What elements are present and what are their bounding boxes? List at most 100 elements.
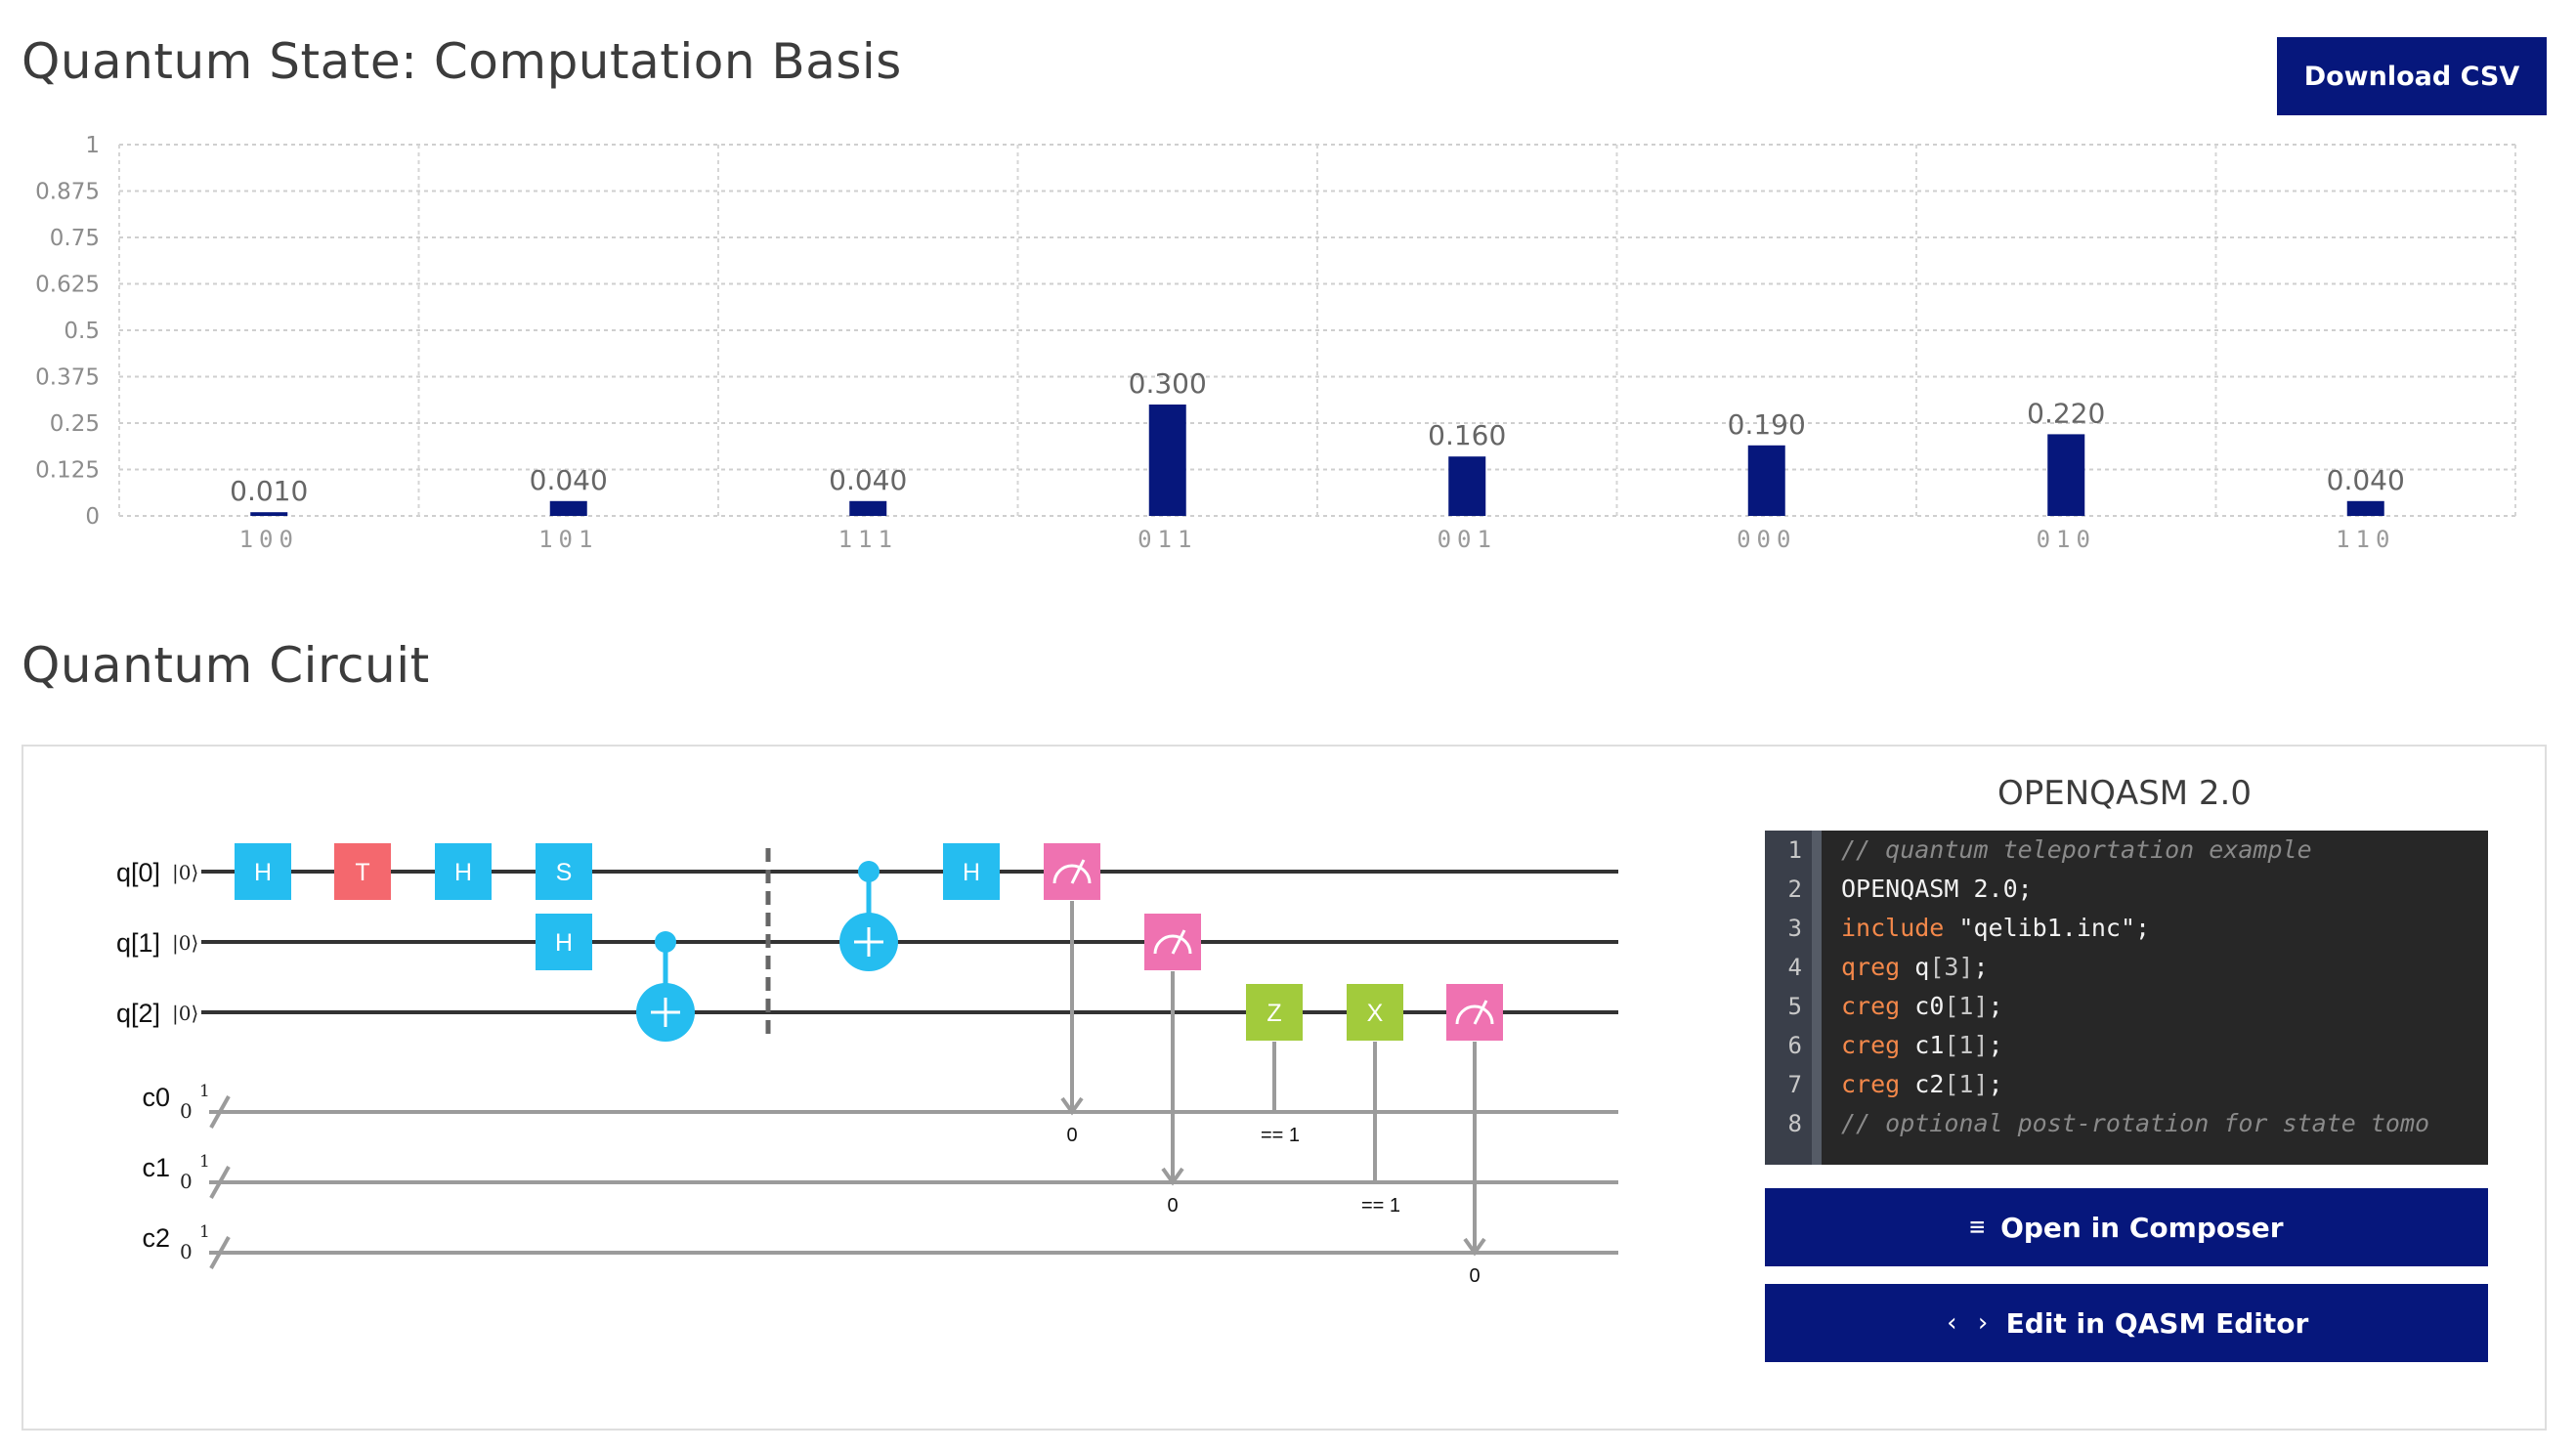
measure-gate bbox=[1144, 914, 1201, 970]
code-token: // quantum teleportation example bbox=[1841, 835, 2312, 864]
cbit-width: 1 bbox=[199, 1152, 210, 1172]
page-title: Quantum State: Computation Basis bbox=[21, 33, 902, 90]
bar-101 bbox=[549, 500, 587, 516]
code-line: // quantum teleportation example bbox=[1841, 831, 2488, 870]
arrow-head bbox=[1161, 1167, 1184, 1186]
code-token: creg bbox=[1841, 1070, 1901, 1098]
sliders-icon: ≡ bbox=[1969, 1213, 1986, 1242]
line-number: 4 bbox=[1787, 954, 1802, 981]
bar-value-label: 0.190 bbox=[1728, 408, 1806, 441]
measure-bit-label: 0 bbox=[1167, 1195, 1178, 1217]
s-gate: S bbox=[536, 843, 592, 900]
line-number: 3 bbox=[1787, 915, 1802, 942]
code-token: ; bbox=[1988, 1070, 2003, 1098]
code-token: c0 bbox=[1900, 992, 1945, 1020]
cbit-label: c2 bbox=[142, 1223, 170, 1253]
measure-bit-label: 0 bbox=[1469, 1265, 1480, 1287]
gate-letter: X bbox=[1367, 1000, 1384, 1027]
y-tick-label: 0.125 bbox=[35, 458, 100, 484]
bar-100 bbox=[250, 512, 288, 516]
x-tick-label: 010 bbox=[2037, 526, 2096, 553]
y-tick-label: 0 bbox=[85, 504, 100, 530]
control-dot bbox=[655, 931, 676, 953]
gate-box bbox=[1347, 984, 1403, 1041]
bar-value-label: 0.040 bbox=[2327, 464, 2405, 496]
qasm-title: OPENQASM 2.0 bbox=[1997, 774, 2252, 813]
download-csv-button[interactable]: Download CSV bbox=[2277, 37, 2547, 115]
bar-001 bbox=[1448, 456, 1486, 516]
cbit-width: 1 bbox=[199, 1082, 210, 1101]
edit-in-qasm-editor-button[interactable]: ‹ › Edit in QASM Editor bbox=[1765, 1284, 2488, 1362]
meter-needle bbox=[1473, 1000, 1488, 1025]
bar-111 bbox=[849, 500, 887, 516]
code-lines: // quantum teleportation example OPENQASM… bbox=[1841, 831, 2488, 1143]
gate-letter: S bbox=[556, 859, 573, 886]
line-number: 5 bbox=[1787, 993, 1802, 1020]
qasm-code-editor[interactable]: 1 2 3 4 5 6 7 8 // quantum teleportation exampl… bbox=[1765, 831, 2488, 1165]
edit-in-qasm-editor-label: Edit in QASM Editor bbox=[2005, 1306, 2309, 1340]
line-number: 1 bbox=[1787, 836, 1802, 864]
gate-box bbox=[536, 843, 592, 900]
cbit-init: 0 bbox=[180, 1099, 193, 1123]
code-token: creg bbox=[1841, 992, 1901, 1020]
x-tick-label: 110 bbox=[2336, 526, 2395, 553]
code-line: qreg q[3]; bbox=[1841, 948, 2488, 987]
x-tick-label: 001 bbox=[1438, 526, 1497, 553]
code-line: // optional post-rotation for state tomo bbox=[1841, 1104, 2488, 1143]
gate-box bbox=[536, 914, 592, 970]
x-tick-label: 011 bbox=[1138, 526, 1197, 553]
measure-gate bbox=[1044, 843, 1100, 900]
bus-slash bbox=[209, 1095, 231, 1129]
code-token: [1] bbox=[1944, 1031, 1989, 1059]
gate-letter: H bbox=[454, 859, 472, 886]
meter-needle bbox=[1070, 859, 1086, 884]
code-line: creg c1[1]; bbox=[1841, 1026, 2488, 1065]
cbit-init: 0 bbox=[180, 1240, 193, 1263]
measure-arrow bbox=[1161, 971, 1184, 1186]
code-line: OPENQASM 2.0; bbox=[1841, 870, 2488, 909]
meter-arc bbox=[1052, 864, 1092, 884]
code-token: [1] bbox=[1944, 992, 1989, 1020]
bar-010 bbox=[2047, 434, 2085, 516]
code-token: [1] bbox=[1944, 1070, 1989, 1098]
code-token: "qelib1.inc"; bbox=[1944, 914, 2151, 942]
x-tick-label: 000 bbox=[1737, 526, 1796, 553]
y-tick-label: 0.375 bbox=[35, 365, 100, 391]
gate-letter: T bbox=[355, 859, 369, 886]
qubit-init-ket: |0⟩ bbox=[172, 1002, 198, 1026]
code-token: creg bbox=[1841, 1031, 1901, 1059]
control-dot bbox=[858, 861, 880, 882]
measure-gate bbox=[1446, 984, 1503, 1041]
x-tick-label: 100 bbox=[239, 526, 299, 553]
code-line: include "qelib1.inc"; bbox=[1841, 909, 2488, 948]
x-tick-label: 101 bbox=[538, 526, 598, 553]
bar-110 bbox=[2346, 500, 2384, 516]
open-in-composer-button[interactable]: ≡ Open in Composer bbox=[1765, 1188, 2488, 1266]
qubit-label: q[0] bbox=[116, 858, 160, 887]
qubit-init-ket: |0⟩ bbox=[172, 931, 198, 956]
qubit-init-ket: |0⟩ bbox=[172, 861, 198, 885]
cbit-width: 1 bbox=[199, 1222, 210, 1242]
code-token: OPENQASM 2.0; bbox=[1841, 875, 2033, 903]
gate-box bbox=[1446, 984, 1503, 1041]
h-gate: H bbox=[235, 843, 291, 900]
gate-box bbox=[334, 843, 391, 900]
code-token: q bbox=[1900, 953, 1930, 981]
circuit-panel: q[0] |0⟩ q[1] |0⟩ q[2] |0⟩ c0 0 1 c1 0 1 c2 0 1 H T H S H H Z… bbox=[21, 745, 2547, 1431]
code-token: ; bbox=[1988, 1031, 2003, 1059]
code-token: ; bbox=[1988, 992, 2003, 1020]
cbit-label: c1 bbox=[142, 1153, 170, 1182]
bar-value-label: 0.220 bbox=[2027, 397, 2105, 429]
bar-value-label: 0.040 bbox=[530, 464, 608, 496]
gate-letter: Z bbox=[1267, 1000, 1281, 1027]
meter-arc bbox=[1455, 1004, 1494, 1025]
bar-value-label: 0.010 bbox=[230, 475, 308, 507]
code-token: c1 bbox=[1900, 1031, 1945, 1059]
cnot-gate bbox=[636, 931, 695, 1042]
y-tick-label: 0.5 bbox=[64, 319, 100, 344]
gate-letter: H bbox=[555, 929, 573, 957]
meter-needle bbox=[1171, 929, 1186, 955]
qubit-label: q[1] bbox=[116, 928, 160, 958]
gate-box bbox=[1246, 984, 1303, 1041]
condition-label: == 1 bbox=[1361, 1195, 1400, 1217]
